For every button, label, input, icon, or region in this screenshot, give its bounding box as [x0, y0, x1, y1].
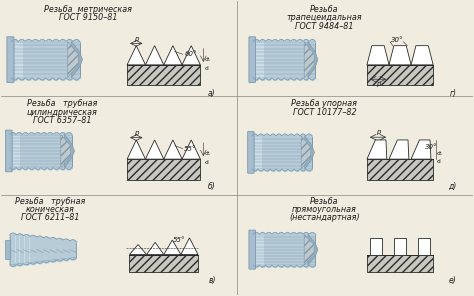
Bar	[15, 41, 23, 78]
Bar	[255, 136, 262, 169]
Text: д): д)	[448, 182, 457, 191]
Polygon shape	[127, 140, 146, 159]
Bar	[253, 234, 315, 265]
Bar	[252, 136, 312, 169]
Polygon shape	[127, 46, 146, 65]
Text: е): е)	[449, 276, 457, 285]
FancyBboxPatch shape	[248, 132, 254, 173]
Polygon shape	[411, 46, 433, 65]
Text: 30°: 30°	[391, 37, 403, 43]
Polygon shape	[182, 46, 201, 65]
Polygon shape	[67, 41, 78, 78]
Polygon shape	[64, 134, 74, 167]
Polygon shape	[389, 140, 409, 159]
Bar	[129, 255, 198, 273]
Polygon shape	[164, 240, 181, 255]
Bar	[11, 41, 80, 78]
Text: d: d	[205, 66, 209, 71]
Text: ГОСТ 6211–81: ГОСТ 6211–81	[21, 213, 80, 222]
Text: ГОСТ 10177–82: ГОСТ 10177–82	[292, 108, 356, 117]
Polygon shape	[146, 140, 164, 159]
Polygon shape	[308, 234, 318, 265]
Polygon shape	[61, 134, 71, 167]
Text: ГОСТ 9484–81: ГОСТ 9484–81	[295, 22, 354, 30]
Bar	[127, 65, 201, 85]
Polygon shape	[301, 136, 311, 169]
Polygon shape	[164, 46, 182, 65]
Text: 30°: 30°	[425, 144, 438, 150]
Text: г): г)	[450, 89, 457, 98]
Text: d₁: d₁	[437, 151, 443, 156]
Text: p: p	[134, 36, 138, 41]
Text: цилиндрическая: цилиндрическая	[27, 108, 98, 117]
Polygon shape	[304, 41, 314, 78]
Text: Резьба   трубная: Резьба трубная	[15, 197, 85, 206]
Text: Резьба  метрическая: Резьба метрическая	[44, 5, 132, 14]
Text: d₁: d₁	[205, 151, 211, 156]
Text: 55°: 55°	[184, 146, 197, 152]
Text: прямоугольная: прямоугольная	[292, 205, 357, 214]
Text: ГОСТ 9150–81: ГОСТ 9150–81	[59, 13, 118, 22]
FancyBboxPatch shape	[6, 130, 12, 172]
Polygon shape	[164, 140, 182, 159]
Polygon shape	[305, 136, 314, 169]
Polygon shape	[181, 238, 198, 255]
Text: (нестандартная): (нестандартная)	[289, 213, 360, 222]
Bar	[370, 238, 382, 255]
Text: p: p	[376, 81, 380, 87]
Polygon shape	[367, 140, 387, 159]
Text: трапецеидальная: трапецеидальная	[287, 13, 362, 22]
Polygon shape	[146, 242, 164, 255]
Text: Резьба: Резьба	[310, 197, 339, 206]
Polygon shape	[10, 234, 76, 265]
Bar	[394, 238, 406, 255]
Polygon shape	[389, 46, 411, 65]
Text: 60°: 60°	[184, 51, 197, 57]
Bar	[5, 240, 10, 259]
Text: в): в)	[208, 276, 216, 285]
Bar	[418, 238, 430, 255]
Text: а): а)	[208, 89, 216, 98]
Text: б): б)	[208, 182, 216, 191]
Polygon shape	[129, 244, 146, 255]
Bar	[367, 159, 433, 180]
FancyBboxPatch shape	[7, 37, 14, 83]
Bar	[10, 134, 72, 167]
Text: p: p	[134, 130, 138, 136]
Bar	[367, 65, 433, 85]
Text: Резьба   трубная: Резьба трубная	[27, 99, 97, 108]
Text: коническая: коническая	[26, 205, 75, 214]
FancyBboxPatch shape	[249, 37, 255, 83]
Polygon shape	[308, 41, 318, 78]
Text: ГОСТ 6357–81: ГОСТ 6357–81	[33, 116, 91, 125]
Polygon shape	[146, 46, 164, 65]
Text: Резьба упорная: Резьба упорная	[292, 99, 357, 108]
Bar	[256, 234, 264, 265]
Text: d: d	[437, 160, 441, 165]
Bar	[127, 159, 201, 180]
Polygon shape	[72, 41, 82, 78]
Text: 55°: 55°	[173, 237, 185, 243]
Polygon shape	[367, 46, 389, 65]
Bar	[253, 41, 315, 78]
Text: d: d	[205, 160, 209, 165]
Text: d₁: d₁	[205, 57, 211, 62]
Bar	[367, 255, 433, 273]
Polygon shape	[411, 140, 431, 159]
Text: p: p	[376, 129, 380, 135]
Bar	[256, 41, 264, 78]
Polygon shape	[304, 234, 314, 265]
Bar	[13, 134, 20, 167]
Text: Резьба: Резьба	[310, 5, 339, 14]
Polygon shape	[182, 140, 201, 159]
FancyBboxPatch shape	[249, 230, 255, 269]
